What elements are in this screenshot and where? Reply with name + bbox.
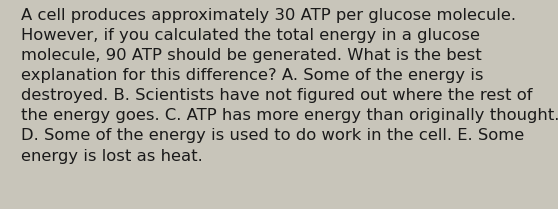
- Text: A cell produces approximately 30 ATP per glucose molecule.
However, if you calcu: A cell produces approximately 30 ATP per…: [21, 8, 558, 163]
